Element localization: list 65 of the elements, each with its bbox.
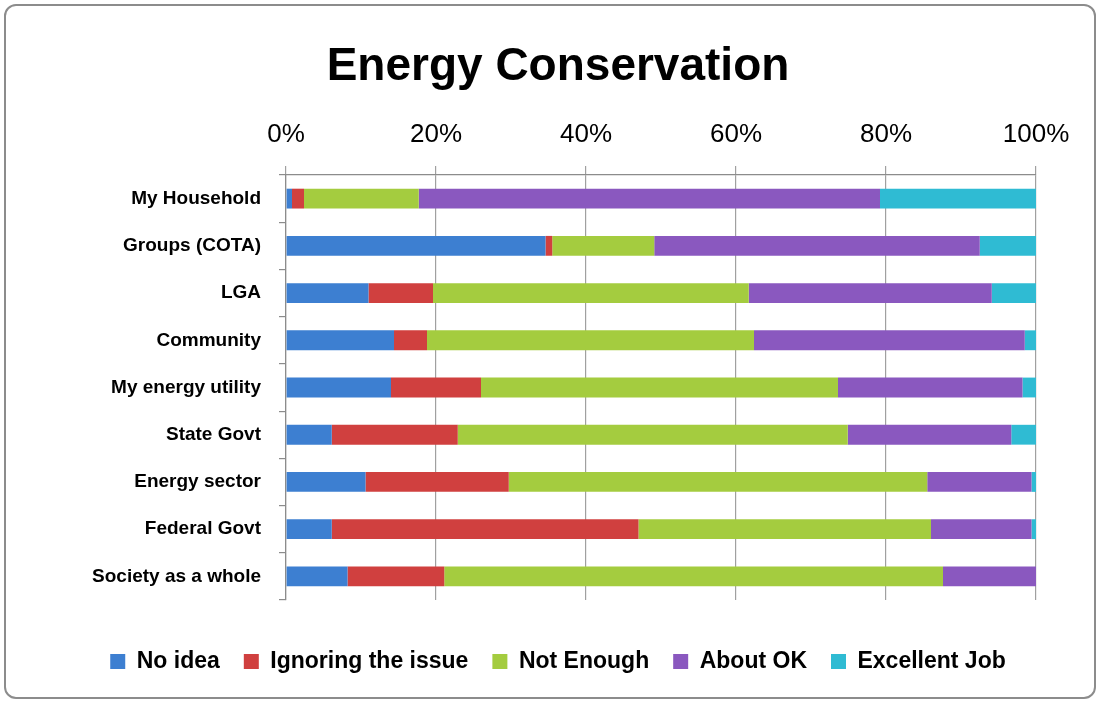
- bar: [838, 377, 1023, 398]
- y-tick-label: My energy utility: [111, 375, 262, 397]
- bar: [304, 188, 419, 209]
- bar: [552, 235, 655, 256]
- legend-label: No idea: [136, 646, 221, 673]
- y-tick-label: Society as a whole: [92, 564, 261, 586]
- bar: [391, 377, 481, 398]
- bar: [754, 330, 1025, 351]
- bar: [347, 566, 445, 587]
- bar: [545, 235, 553, 256]
- legend-label: Not Enough: [518, 646, 650, 673]
- bar: [365, 472, 509, 492]
- bar: [286, 519, 332, 540]
- bar: [433, 283, 749, 303]
- y-tick-label: Community: [156, 328, 262, 350]
- bar: [1011, 424, 1036, 445]
- bar: [286, 566, 348, 587]
- bar: [394, 330, 427, 351]
- bar: [991, 283, 1036, 303]
- bar: [331, 424, 458, 445]
- y-tick-label: Federal Govt: [144, 517, 262, 539]
- bar: [1024, 330, 1036, 351]
- x-tick-label: 0%: [267, 117, 305, 148]
- legend-label: About OK: [699, 646, 808, 673]
- chart-title: Energy Conservation: [326, 38, 790, 91]
- y-tick-label: LGA: [220, 281, 262, 303]
- bar: [979, 235, 1036, 256]
- bar: [418, 188, 880, 209]
- bar: [444, 566, 943, 587]
- bar: [508, 472, 928, 492]
- bar: [880, 188, 1036, 209]
- bar: [847, 424, 1012, 445]
- legend-label: Ignoring the issue: [270, 646, 469, 673]
- bar: [286, 472, 366, 492]
- y-tick-label: Energy sector: [134, 470, 262, 492]
- bar: [286, 235, 546, 256]
- bar: [368, 283, 433, 303]
- y-tick-label: State Govt: [165, 422, 262, 444]
- bar: [1031, 472, 1036, 492]
- bar: [292, 188, 304, 209]
- bar: [286, 377, 391, 398]
- bar: [1022, 377, 1036, 398]
- x-tick-label: 40%: [559, 117, 613, 148]
- bar: [931, 519, 1032, 540]
- bar: [654, 235, 980, 256]
- bar: [331, 519, 639, 540]
- bar: [481, 377, 838, 398]
- bar: [286, 283, 369, 303]
- bar: [457, 424, 848, 445]
- bar: [748, 283, 992, 303]
- bar: [427, 330, 754, 351]
- bar: [927, 472, 1032, 492]
- bar: [286, 188, 292, 209]
- x-tick-label: 100%: [1002, 117, 1070, 148]
- legend-label: Excellent Job: [857, 646, 1006, 673]
- bar: [286, 424, 332, 445]
- x-tick-label: 20%: [409, 117, 463, 148]
- x-tick-label: 60%: [709, 117, 763, 148]
- x-tick-label: 80%: [859, 117, 913, 148]
- bar: [943, 566, 1036, 587]
- bar: [286, 330, 394, 351]
- y-tick-label: Groups (COTA): [123, 234, 261, 256]
- bar: [638, 519, 931, 540]
- bar: [1031, 519, 1036, 540]
- y-tick-label: My Household: [131, 186, 261, 208]
